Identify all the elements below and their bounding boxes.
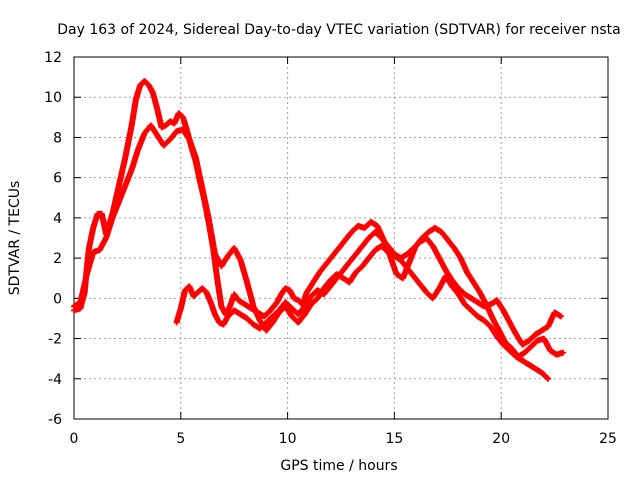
chart-title: Day 163 of 2024, Sidereal Day-to-day VTE… [57,22,620,38]
y-tick-label: 10 [44,90,62,106]
series-middle-trace [173,229,565,348]
series-upper-trace [71,78,567,360]
marker-trace [71,78,567,360]
y-tick-label: -4 [48,372,62,388]
marker-trace [71,122,552,382]
x-axis-label: GPS time / hours [280,458,397,474]
y-tick-label: 6 [53,171,62,187]
x-axis-ticks: 0 5 10 15 20 25 [70,57,617,447]
y-tick-label: -2 [48,332,62,348]
x-tick-label: 20 [492,431,510,447]
x-tick-label: 10 [279,431,297,447]
x-tick-label: 5 [176,431,185,447]
y-tick-label: 2 [53,251,62,267]
y-axis-label: SDTVAR / TECUs [7,181,23,296]
x-tick-label: 15 [385,431,403,447]
y-axis-ticks: -6 -4 -2 0 2 4 6 8 10 12 [44,50,608,428]
x-tick-label: 0 [70,431,79,447]
x-tick-label: 25 [599,431,617,447]
y-tick-label: 12 [44,50,62,66]
y-tick-label: 8 [53,130,62,146]
plot-frame [73,56,609,420]
series-lower-trace [71,122,552,382]
y-tick-label: -6 [48,412,62,428]
data-marks [71,78,567,382]
marker-trace [173,229,565,348]
y-tick-label: 0 [53,291,62,307]
y-tick-label: 4 [53,211,62,227]
